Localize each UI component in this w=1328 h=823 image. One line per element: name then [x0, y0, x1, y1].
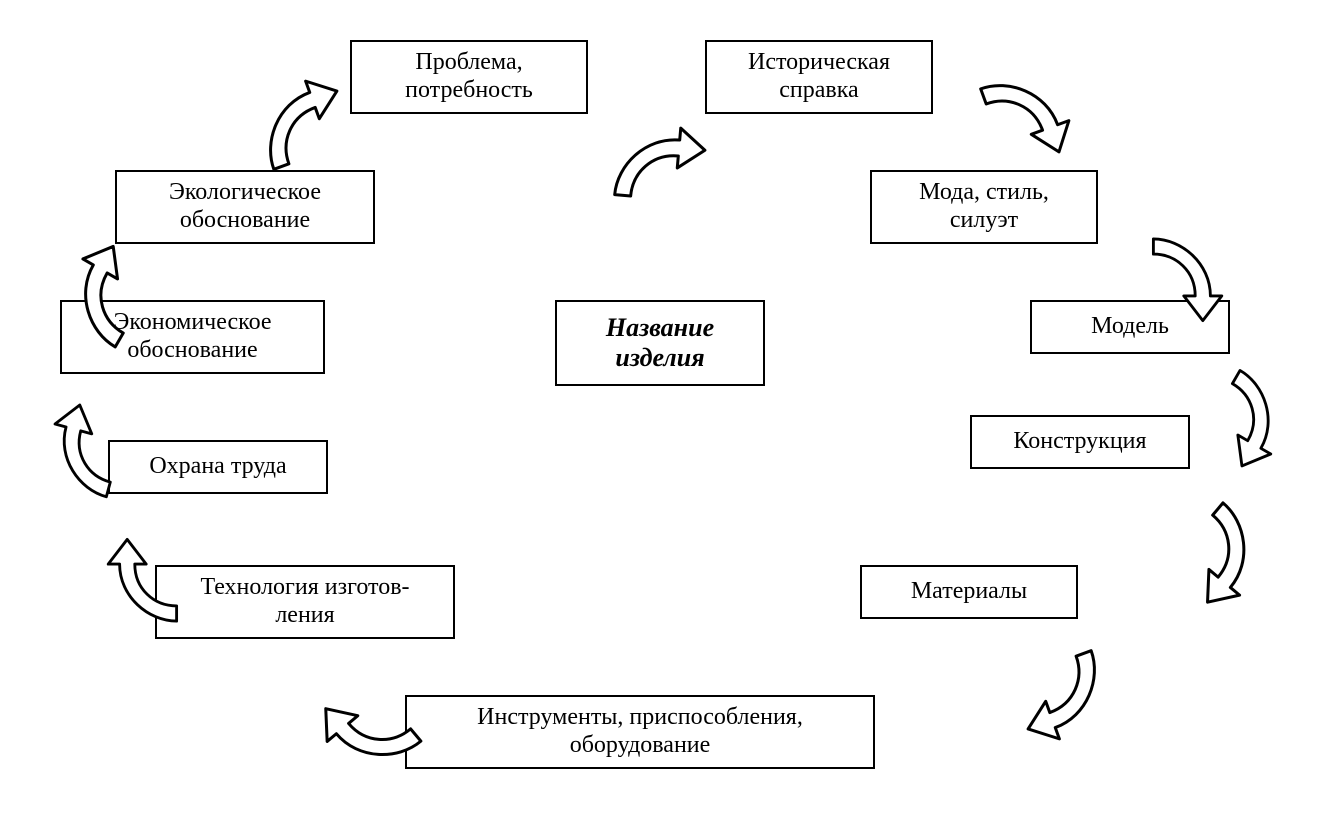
node-n2: Историческаясправка [705, 40, 933, 114]
curved-arrow-icon [310, 675, 420, 787]
node-n5: Конструкция [970, 415, 1190, 469]
node-n7: Инструменты, приспособления,оборудование [405, 695, 875, 769]
node-label: Проблема,потребность [405, 49, 533, 104]
node-n8: Технология изготов-ления [155, 565, 455, 639]
node-n1: Проблема,потребность [350, 40, 588, 114]
center-label: Названиеизделия [606, 313, 714, 373]
arrow-n5-n6 [1150, 480, 1291, 621]
curved-arrow-icon [1168, 503, 1278, 615]
center-node: Названиеизделия [555, 300, 765, 386]
curved-arrow-icon [615, 123, 707, 202]
curved-arrow-icon [40, 400, 127, 497]
node-n3: Мода, стиль,силуэт [870, 170, 1098, 244]
node-label: Мода, стиль,силуэт [919, 179, 1049, 234]
node-label: Конструкция [1013, 428, 1146, 456]
node-label: Материалы [911, 578, 1027, 606]
diagram-stage: Названиеизделия Проблема,потребность Исто… [0, 0, 1328, 823]
arrow-n3-n4 [1133, 228, 1228, 323]
node-label: Охрана труда [149, 453, 286, 481]
curved-arrow-icon [1199, 370, 1299, 475]
curved-arrow-icon [53, 236, 158, 346]
curved-arrow-icon [981, 64, 1078, 169]
arrow-n4-n5 [1180, 350, 1310, 480]
curved-arrow-icon [108, 539, 176, 621]
node-label: Технология изготов-ления [200, 574, 409, 629]
arrow-n6-n7 [1001, 626, 1129, 754]
curved-arrow-icon [249, 72, 354, 169]
arrow-n1-n2 [601, 116, 709, 224]
curved-arrow-icon [1010, 651, 1115, 748]
node-n6: Материалы [860, 565, 1078, 619]
node-label: Инструменты, приспособления,оборудование [477, 704, 803, 759]
node-n11: Экологическоеобоснование [115, 170, 375, 244]
arrow-n2-n3 [956, 51, 1084, 179]
arrow-n9-n10 [32, 397, 148, 513]
node-label: Экологическоеобоснование [169, 179, 321, 234]
arrow-n7-n8 [305, 660, 446, 801]
node-label: Историческаясправка [748, 49, 890, 104]
arrow-n8-n9 [103, 538, 198, 633]
curved-arrow-icon [1153, 239, 1221, 321]
